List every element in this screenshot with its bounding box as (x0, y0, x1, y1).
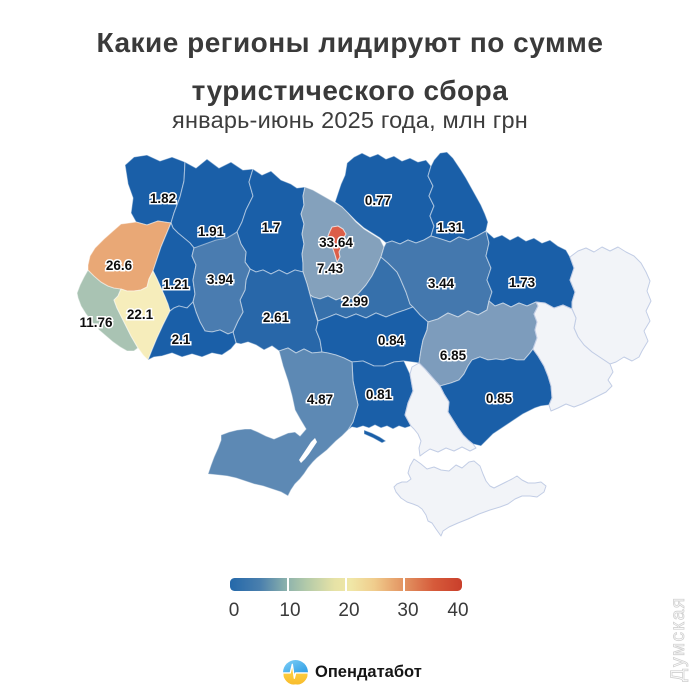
svg-text:1.7: 1.7 (262, 220, 281, 235)
svg-text:1.82: 1.82 (150, 191, 176, 206)
svg-text:Думская: Думская (668, 596, 689, 681)
svg-text:11.76: 11.76 (79, 315, 113, 330)
svg-text:0.77: 0.77 (365, 193, 391, 208)
svg-text:2.1: 2.1 (172, 332, 191, 347)
svg-text:1.73: 1.73 (509, 275, 536, 290)
svg-text:0.85: 0.85 (486, 391, 513, 406)
svg-text:22.1: 22.1 (127, 307, 154, 322)
svg-text:1.31: 1.31 (437, 220, 464, 235)
svg-text:3.94: 3.94 (207, 272, 234, 287)
svg-text:4.87: 4.87 (307, 392, 333, 407)
svg-text:2.99: 2.99 (342, 294, 368, 309)
svg-text:1.91: 1.91 (198, 224, 225, 239)
svg-text:26.6: 26.6 (106, 258, 133, 273)
svg-text:0.84: 0.84 (378, 333, 405, 348)
svg-text:6.85: 6.85 (440, 348, 467, 363)
svg-text:0.81: 0.81 (366, 387, 393, 402)
svg-text:33.64: 33.64 (319, 235, 353, 250)
svg-text:1.21: 1.21 (163, 277, 190, 292)
svg-text:3.44: 3.44 (428, 276, 455, 291)
svg-text:7.43: 7.43 (317, 261, 344, 276)
svg-text:2.61: 2.61 (263, 310, 290, 325)
